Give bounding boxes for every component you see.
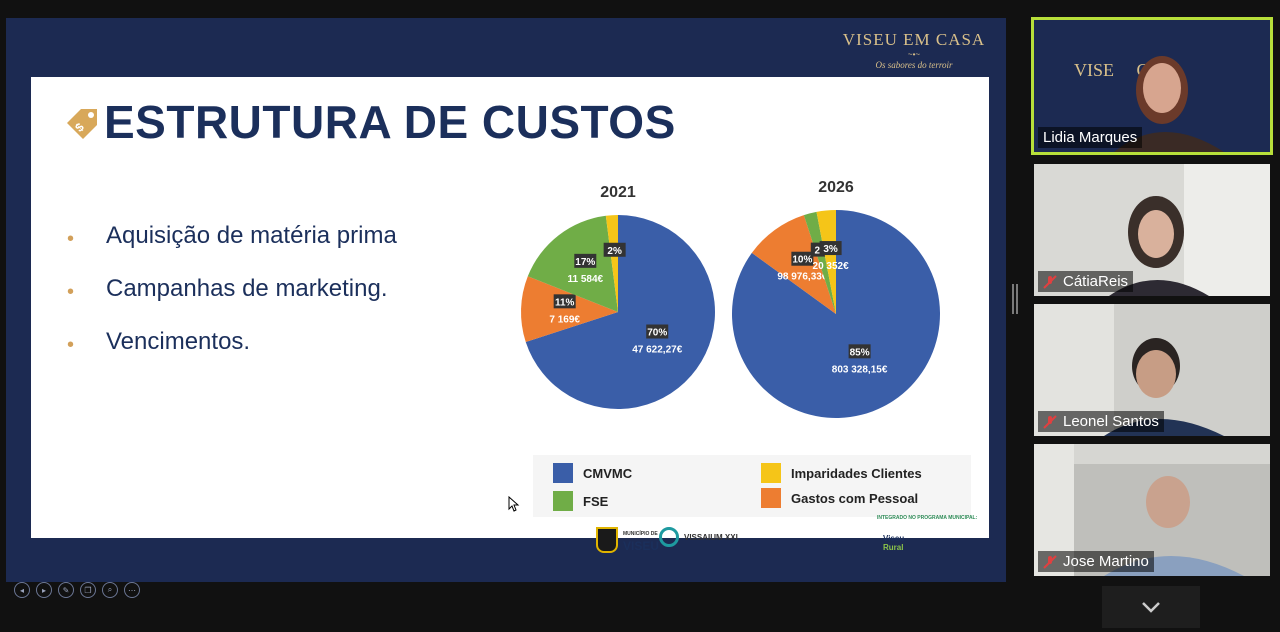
legend-label: FSE [583,493,609,509]
participant-name: CátiaReis [1038,271,1134,292]
more-icon[interactable]: ⋯ [124,582,140,598]
chevron-down-icon [1142,602,1160,613]
vissaium-logo: VISSAIUM XXI [659,527,738,547]
pie-slice [521,276,618,342]
value-label: 803 328,15€ [832,364,888,375]
bullet-text: Vencimentos. [106,328,251,355]
percent-label-box [646,324,669,339]
participant-name: Leonel Santos [1038,411,1164,432]
legend-swatch [553,491,573,511]
slide-title: ESTRUTURA DE CUSTOS [104,96,676,148]
percent-label: 3% [823,244,838,255]
bullet-text: Aquisição de matéria prima [106,222,397,249]
zoom-icon[interactable]: ⌕ [102,582,118,598]
brand-name: VISEU EM CASA [842,30,986,49]
municipio-viseu-logo: MUNICÍPIO DE VISEU [596,527,659,553]
value-label: 7 169€ [549,314,580,325]
price-tag-icon: $ [67,109,97,139]
program-note: INTEGRADO NO PROGRAMA MUNICIPAL: [877,515,978,521]
slide: $ ESTRUTURA DE CUSTOS • Aquisição de maté… [31,77,989,553]
logo-text: VISSAIUM XXI [684,532,738,542]
chart-legend: CMVMC Imparidades Clientes FSE Gastos co… [533,455,971,517]
brand-logo: VISEU EM CASA ~•~ Os sabores do terroir [836,30,992,70]
pen-icon[interactable]: ✎ [58,582,74,598]
participant-tile[interactable]: Jose Martino [1034,444,1270,576]
logo-text: VISEU [623,539,660,553]
percent-label: 11% [555,297,575,308]
value-label: 98 976,33€ [777,272,827,283]
participant-tile[interactable]: CátiaReis [1034,164,1270,296]
participant-tile[interactable]: VISE CASA Lidia Marques [1031,17,1273,155]
legend-label: Gastos com Pessoal [791,490,919,506]
percent-label-box [553,294,576,309]
percent-label-box [819,241,842,256]
vissaium-ring-icon [659,527,679,547]
brand-tagline: Os sabores do terroir [875,60,953,70]
bullet-text: Campanhas de marketing. [106,275,388,302]
bullet-dot: • [67,281,75,303]
participant-name: Lidia Marques [1038,127,1143,148]
next-icon[interactable]: ▸ [36,582,52,598]
legend-label: Imparidades Clientes [791,465,922,481]
bullet-item: • Campanhas de marketing. [67,275,397,328]
percent-label-box [574,253,597,268]
pie-title: 2021 [600,184,636,201]
legend-item: CMVMC [553,463,632,483]
pie-slice [527,215,618,312]
previous-icon[interactable]: ◂ [14,582,30,598]
bullet-item: • Aquisição de matéria prima [67,222,397,275]
percent-label: 17% [575,257,595,268]
percent-label-box [848,344,871,359]
value-label: 47 622,27€ [632,345,682,356]
legend-item: Gastos com Pessoal [761,488,918,508]
value-label: 20 352€ [813,261,850,272]
percent-label-box [791,251,814,266]
value-label: 11 584€ [567,274,603,285]
bullet-item: • Vencimentos. [67,328,397,381]
pie-slice [605,215,618,312]
legend-label: CMVMC [583,465,633,481]
percent-label-box [603,242,626,257]
participant-tile[interactable]: Leonel Santos [1034,304,1270,436]
logo-small-text: MUNICÍPIO DE [623,531,658,537]
percent-label: 85% [850,347,870,358]
mic-off-icon [1043,274,1057,289]
percent-label: 10% [792,255,812,266]
legend-swatch [553,463,573,483]
percent-label: 70% [647,328,667,339]
scroll-participants-button[interactable] [1102,586,1200,628]
bullet-list: • Aquisição de matéria prima • Campanhas d… [67,222,397,381]
viseu-rural-logo: Viseu Rural [883,534,904,552]
brand-ornament: ~•~ [907,50,921,59]
shared-screen: VISEU EM CASA ~•~ Os sabores do terroir … [6,18,1006,598]
video-feed [1034,164,1270,296]
participant-name: Jose Martino [1038,551,1154,572]
mic-off-icon [1043,554,1057,569]
screen-share-toolbar: ◂ ▸ ✎ ❐ ⌕ ⋯ [14,582,140,598]
video-feed: VISE CASA [1034,20,1270,152]
mic-off-icon [1043,414,1057,429]
logo-text: Viseu [883,534,905,543]
pie-charts: 2021 70% 47 622,27€ 11% 7 169€ 17% 11 584€ 2% 20… [521,179,940,418]
pie-title: 2026 [818,179,854,196]
copy-icon[interactable]: ❐ [80,582,96,598]
legend-item: Imparidades Clientes [761,463,922,483]
logo-text: Rural [883,543,904,552]
percent-label: 2% [607,246,622,257]
bullet-dot: • [67,228,75,250]
bullet-dot: • [67,334,75,356]
pie-slice [816,210,836,314]
legend-swatch [761,488,781,508]
mouse-cursor-icon [508,496,520,512]
panel-splitter[interactable] [1012,284,1018,314]
legend-swatch [761,463,781,483]
coat-of-arms-icon [596,527,618,553]
legend-item: FSE [553,491,608,511]
pie-slice [803,211,836,314]
pie-slice [525,215,715,409]
